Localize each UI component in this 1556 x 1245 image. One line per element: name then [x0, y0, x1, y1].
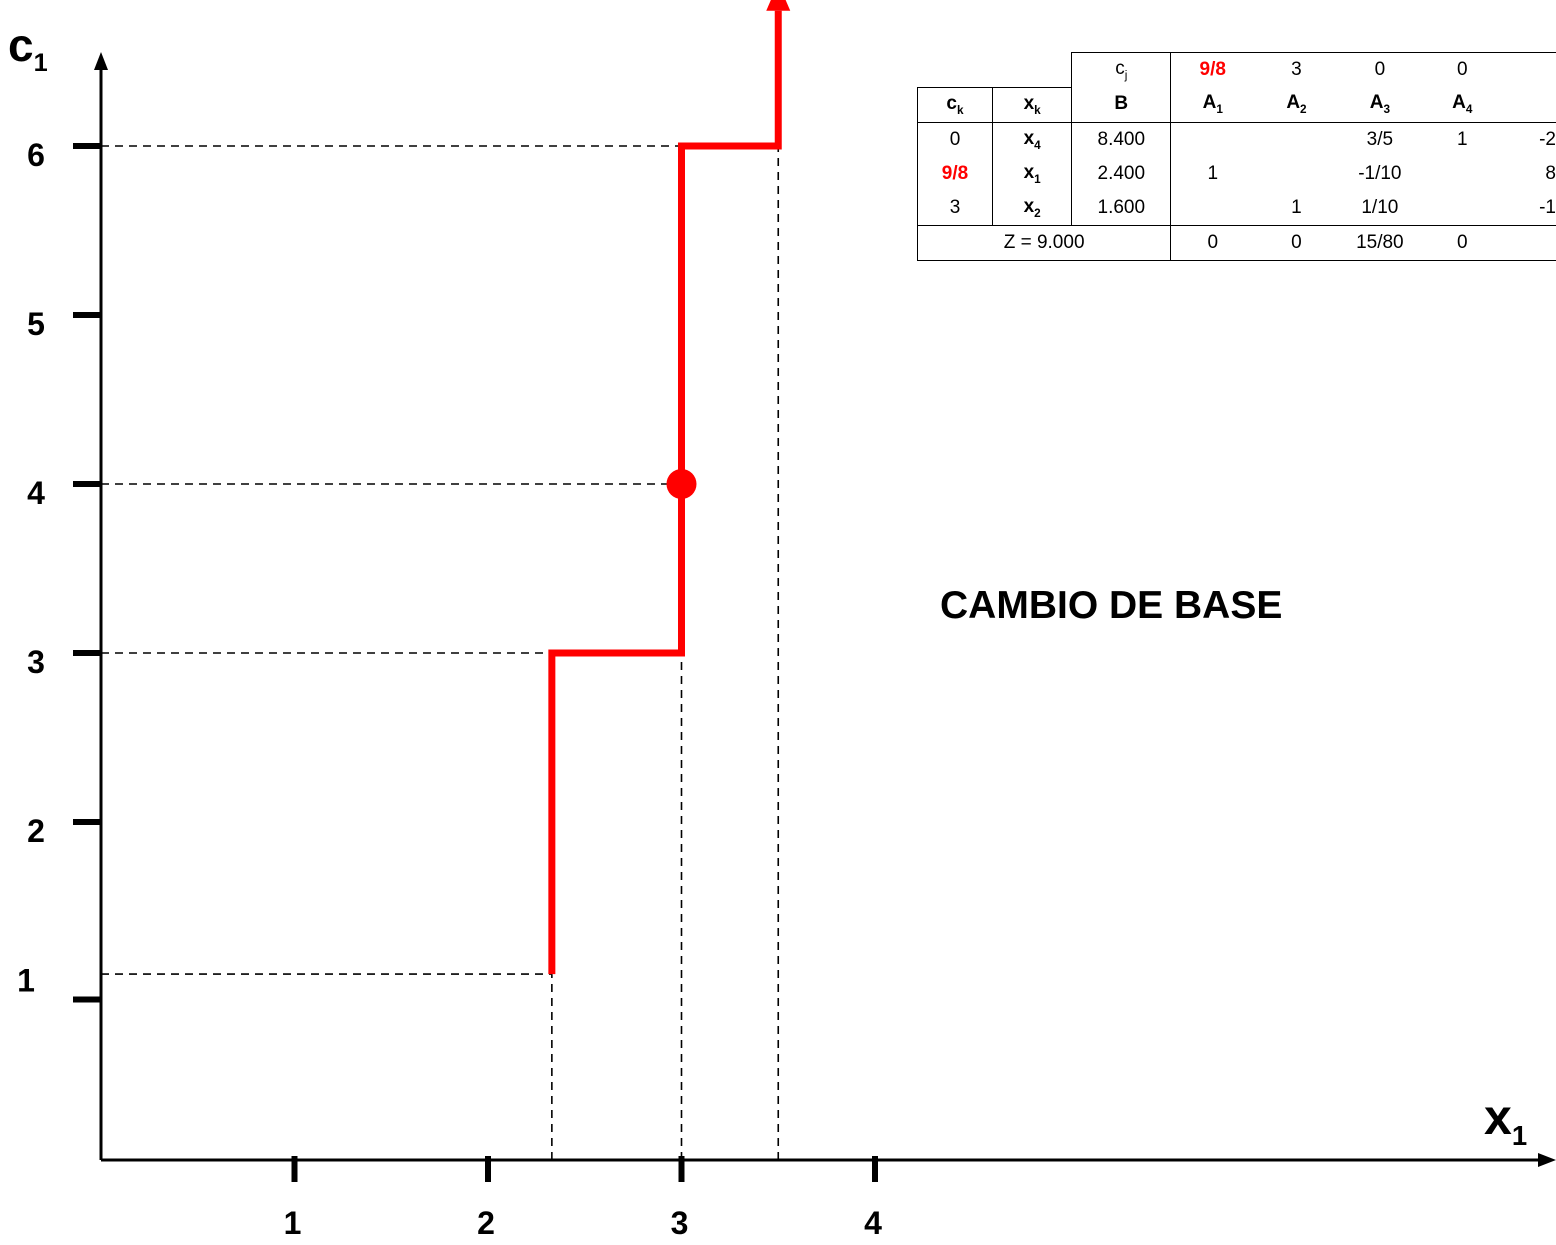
tableau-row: 9/8 x1 2.400 1 -1/10 8 [917, 156, 1556, 191]
y-tick-label: 1 [17, 962, 35, 998]
z-value: 0 [1421, 224, 1504, 261]
row-a4 [1421, 191, 1503, 226]
header-xk: xk [991, 86, 1072, 123]
header-b: B [1071, 87, 1171, 123]
cj-row: cj 9/8 3 0 0 [918, 52, 1556, 88]
row-b: 2.400 [1071, 156, 1171, 191]
y-axis-label: c1 [8, 19, 48, 78]
y-tick-label: 5 [27, 306, 45, 342]
row-a3: 3/5 [1366, 128, 1394, 150]
row-a2: 1 [1291, 196, 1302, 218]
row-b: 8.400 [1071, 122, 1171, 157]
header-ck: ck [917, 86, 993, 123]
x-axis-label: x1 [1484, 1089, 1528, 1151]
cj-value: 9/8 [1170, 52, 1255, 87]
x-tick-label: 2 [477, 1205, 495, 1241]
row-extra: -2 [1539, 128, 1556, 150]
row-a1 [1170, 190, 1255, 225]
row-ck: 9/8 [917, 156, 993, 191]
header-a3: A3 [1338, 87, 1422, 123]
y-tick-label: 4 [27, 475, 45, 511]
cj-label: cj [1071, 52, 1171, 87]
highlight-point [666, 469, 697, 499]
header-row: ck xk B A1 A2 A3 A4 [917, 86, 1556, 123]
chart-title: CAMBIO DE BASE [940, 584, 1283, 627]
guide-lines [101, 145, 780, 1160]
x-tick-label: 1 [284, 1205, 302, 1241]
tick-labels: 1 2 3 4 1 2 3 4 5 6 [17, 137, 882, 1241]
cj-value: 3 [1254, 52, 1339, 87]
z-value: 0 [1254, 224, 1339, 261]
row-xk: x1 [991, 156, 1072, 191]
z-value [1503, 224, 1556, 261]
x-tick-label: 3 [671, 1205, 689, 1241]
header-a2: A2 [1254, 87, 1339, 123]
tableau-row: 3 x2 1.600 1 1/10 -1 [917, 190, 1556, 226]
row-ck: 3 [917, 190, 993, 225]
blank-cell [992, 53, 1071, 88]
cj-value [1503, 52, 1556, 87]
x-tick-label: 4 [864, 1205, 882, 1241]
row-a3: -1/10 [1358, 162, 1402, 184]
row-ck: 0 [917, 122, 993, 157]
axes [94, 52, 1556, 1167]
header-a1: A1 [1170, 87, 1255, 123]
series-arrowhead [766, 0, 791, 11]
simplex-tableau: cj 9/8 3 0 0 ck xk B A1 A2 A3 A4 0 x4 8.… [916, 52, 1556, 261]
row-a3: 1/10 [1361, 196, 1399, 218]
z-value: 15/80 [1338, 224, 1422, 261]
cj-value: 0 [1338, 52, 1422, 87]
row-a2 [1254, 122, 1338, 157]
row-a4: 1 [1457, 128, 1468, 150]
z-value: 0 [1170, 224, 1255, 261]
x-axis-arrow [1538, 1153, 1556, 1167]
row-a4 [1421, 157, 1503, 191]
row-extra: 8 [1545, 162, 1556, 184]
blank-cell [918, 53, 993, 88]
y-tick-label: 6 [27, 137, 45, 173]
row-a1: 1 [1170, 156, 1255, 191]
row-xk: x4 [991, 122, 1072, 157]
y-tick-label: 2 [27, 813, 45, 849]
z-row: Z = 9.000 0 0 15/80 0 [916, 224, 1556, 261]
tableau-row: 0 x4 8.400 3/5 1 -2 [917, 122, 1556, 157]
z-label: Z = 9.000 [916, 224, 1171, 261]
cj-value: 0 [1421, 52, 1504, 87]
row-extra: -1 [1539, 196, 1556, 218]
header-a4: A4 [1421, 87, 1504, 123]
y-tick-label: 3 [27, 644, 45, 680]
tick-marks [73, 143, 878, 1182]
row-xk: x2 [991, 190, 1072, 225]
row-a1 [1170, 122, 1255, 157]
header-extra [1503, 87, 1556, 123]
series-group [548, 0, 791, 975]
y-axis-arrow [94, 52, 108, 70]
row-b: 1.600 [1071, 190, 1171, 225]
series-line [548, 10, 782, 975]
row-a2 [1254, 157, 1338, 191]
